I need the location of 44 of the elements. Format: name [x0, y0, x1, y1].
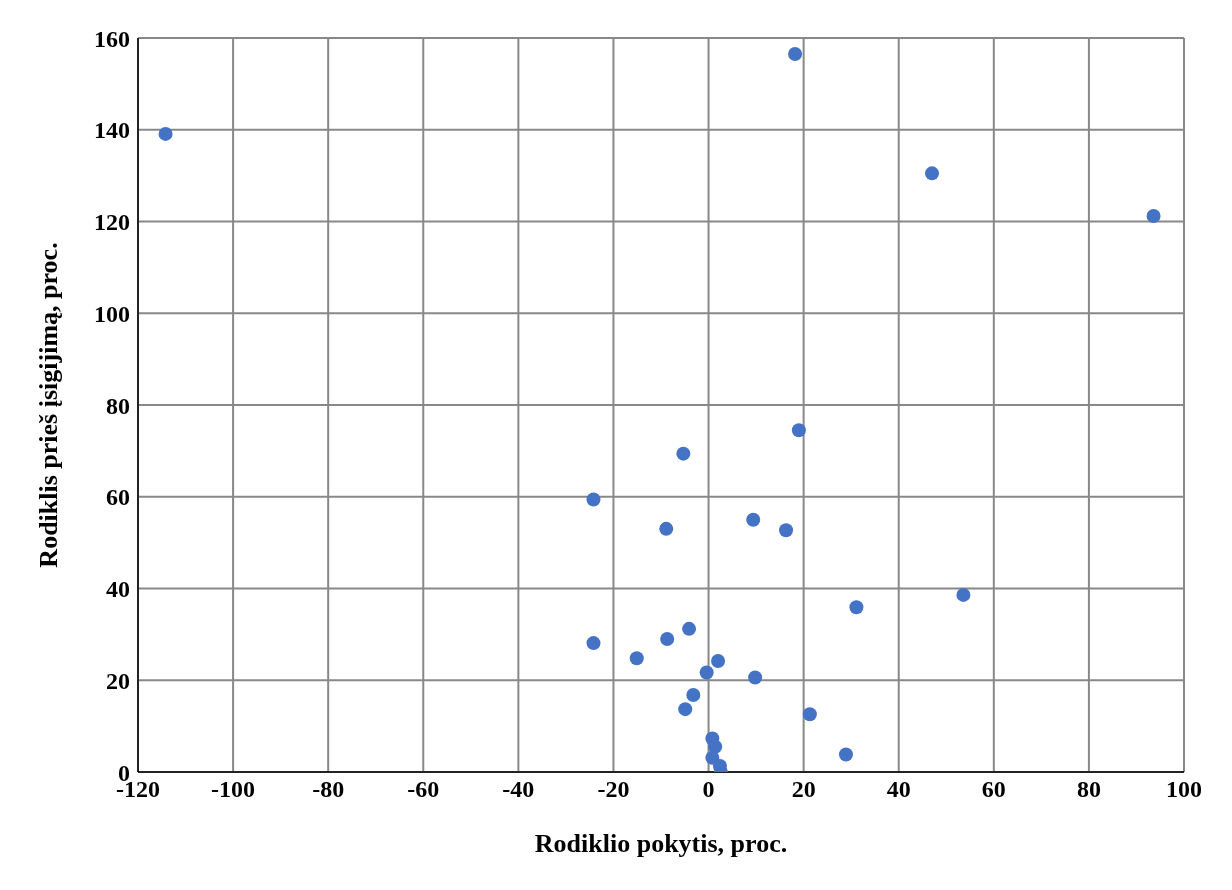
point	[838, 747, 853, 762]
point	[748, 670, 763, 685]
x-tick-label: 20	[791, 776, 816, 803]
y-tick-label: 160	[94, 25, 130, 52]
y-tick-label: 120	[94, 209, 130, 236]
y-tick-label: 100	[94, 300, 130, 327]
point	[158, 126, 173, 141]
point	[586, 492, 601, 507]
point	[686, 687, 701, 702]
y-tick-label: 40	[106, 576, 130, 603]
point	[746, 512, 761, 527]
y-tick-label: 20	[106, 667, 130, 694]
x-tick-label: 80	[1076, 776, 1101, 803]
point	[678, 702, 693, 717]
x-tick-label: -40	[502, 776, 535, 803]
point	[682, 621, 697, 636]
point	[629, 651, 644, 666]
x-tick-label: -60	[407, 776, 440, 803]
y-tick-label: 80	[106, 392, 130, 419]
x-tick-label: 100	[1166, 776, 1202, 803]
point	[802, 707, 817, 722]
point	[849, 600, 864, 615]
x-tick-label: 0	[702, 776, 715, 803]
y-axis-title: Rodiklis prieš įsigijimą, proc.	[34, 242, 64, 568]
point	[779, 523, 794, 538]
y-tick-label: 60	[106, 484, 130, 511]
point	[586, 636, 601, 651]
x-tick-label: 60	[981, 776, 1006, 803]
point	[660, 631, 675, 646]
x-tick-label: 40	[886, 776, 911, 803]
point	[659, 521, 674, 536]
point	[925, 166, 940, 181]
x-tick-label: -20	[597, 776, 630, 803]
point	[699, 665, 714, 680]
y-tick-label: 140	[94, 117, 130, 144]
point	[676, 446, 691, 461]
point	[788, 47, 803, 62]
point	[711, 653, 726, 668]
point	[956, 587, 971, 602]
x-tick-label: -80	[312, 776, 345, 803]
x-tick-label: -100	[211, 776, 256, 803]
point	[791, 423, 806, 438]
point	[1146, 209, 1161, 223]
x-axis-title: Rodiklio pokytis, proc.	[534, 829, 788, 858]
